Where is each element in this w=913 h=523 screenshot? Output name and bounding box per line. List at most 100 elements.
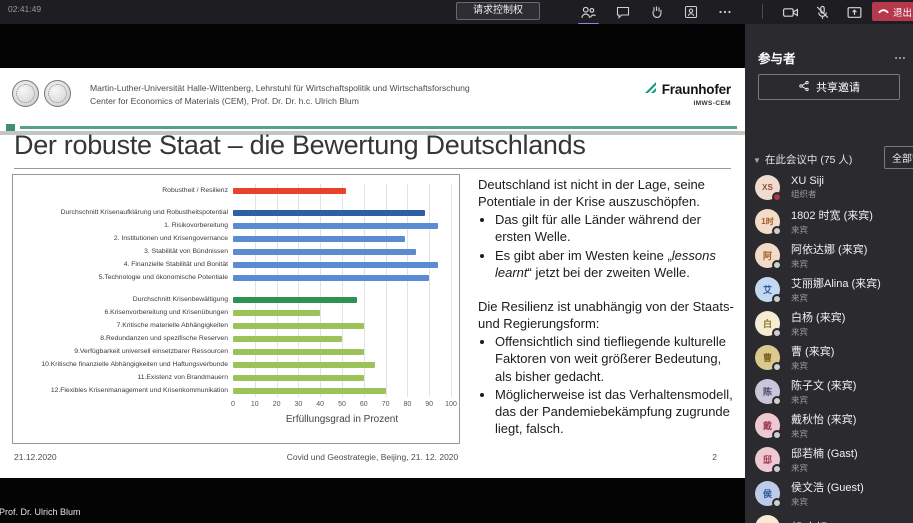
- mute-all-button[interactable]: 全部静音: [884, 146, 913, 169]
- gridline: [298, 184, 300, 397]
- panel-more-icon[interactable]: [893, 51, 907, 70]
- fraunhofer-logo: Fraunhofer IMWS-CEM: [643, 80, 731, 107]
- chart-row: Durchschnitt Krisenbewältigung: [13, 293, 459, 306]
- avatar: 白: [755, 310, 782, 338]
- participant-name: 1802 时宽 (来宾): [791, 209, 873, 222]
- x-tick-label: 20: [272, 401, 281, 408]
- avatar: 曹: [755, 344, 782, 372]
- footer-date: 21.12.2020: [14, 452, 57, 462]
- chart-category-label: 9.Verfügbarkeit universell einsetzbarer …: [74, 348, 228, 355]
- chart-category-label: 11.Existenz von Brandmauern: [137, 374, 228, 381]
- chart-row: 11.Existenz von Brandmauern: [13, 371, 459, 384]
- share-screen-icon[interactable]: [846, 4, 863, 21]
- x-tick-label: 90: [425, 401, 434, 408]
- participant-info: 白杨 (来宾) 来宾: [791, 309, 845, 338]
- chart-row: Durchschnitt Krisenaufklärung und Robust…: [13, 206, 459, 219]
- meeting-toolbar: 02:41:49 请求控制权: [0, 0, 913, 25]
- chart-category-label: Durchschnitt Krisenbewältigung: [132, 296, 228, 303]
- participant-role: 来宾: [791, 224, 809, 235]
- chart-bar-track: [233, 374, 451, 381]
- x-tick-label: 100: [445, 401, 457, 408]
- raise-hand-icon[interactable]: [648, 4, 665, 21]
- list-item[interactable]: 陈陈子文 (来宾) 来宾: [745, 374, 913, 408]
- chart-category-label: 6.Krisenvorbereitung und Krisenübungen: [104, 309, 228, 316]
- paragraph-2: Die Resilienz ist unabhängig von der Sta…: [478, 298, 734, 332]
- list-item[interactable]: 胡文胡 文轩: [745, 510, 913, 523]
- chart-bar-track: [233, 261, 451, 268]
- toolbar-divider: [762, 4, 763, 19]
- header-separator-green: [20, 126, 737, 129]
- participant-role: 来宾: [791, 428, 809, 439]
- avatar: 侯: [755, 480, 782, 508]
- participant-info: 戴秋怡 (来宾) 来宾: [791, 411, 856, 440]
- chart-bar-track: [233, 387, 451, 394]
- presenter-name-label: Prof. Dr. Ulrich Blum: [0, 507, 81, 517]
- chart-bar: [233, 209, 425, 216]
- header-separator-gray: [0, 131, 745, 135]
- camera-icon[interactable]: [782, 4, 799, 21]
- presence-badge: [772, 293, 782, 304]
- gridline: [363, 184, 365, 397]
- presence-badge: [772, 327, 782, 338]
- x-tick-label: 80: [403, 401, 412, 408]
- chart-row: 5.Technologie und ökonomische Potentiale: [13, 271, 459, 284]
- participants-icon[interactable]: [578, 4, 599, 25]
- x-tick-label: 30: [294, 401, 303, 408]
- bullet-item: Es gibt aber im Westen keine „lessons le…: [495, 247, 738, 281]
- institution-header: Martin-Luther-Universität Halle-Wittenbe…: [90, 82, 630, 109]
- participant-role: 来宾: [791, 394, 809, 405]
- chart-row: 9.Verfügbarkeit universell einsetzbarer …: [13, 345, 459, 358]
- chat-icon[interactable]: [614, 4, 631, 21]
- chart-bar: [233, 322, 364, 329]
- request-control-button[interactable]: 请求控制权: [456, 2, 540, 20]
- more-options-icon[interactable]: [716, 4, 733, 21]
- chart-bar-track: [233, 209, 451, 216]
- leave-meeting-button[interactable]: 退出: [872, 2, 913, 21]
- list-item[interactable]: 1时 1802 时宽 (来宾) 来宾: [745, 204, 913, 238]
- in-meeting-section[interactable]: ▼在此会议中 (75 人) 全部静音: [753, 146, 913, 170]
- panel-title: 参与者: [758, 52, 796, 66]
- gridline: [342, 184, 343, 397]
- institution-line1: Martin-Luther-Universität Halle-Wittenbe…: [90, 83, 470, 93]
- chart-category-label: Robustheit / Resilienz: [162, 187, 228, 194]
- presence-badge: [772, 395, 782, 406]
- chart-bar: [233, 387, 386, 394]
- breakout-rooms-icon[interactable]: [682, 4, 699, 21]
- section-label: 在此会议中 (75 人): [764, 154, 853, 166]
- list-item[interactable]: XS XU Siji 组织者: [745, 170, 913, 204]
- list-item[interactable]: 白白杨 (来宾) 来宾: [745, 306, 913, 340]
- mic-off-icon[interactable]: [814, 4, 831, 21]
- list-item[interactable]: 艾艾丽娜Alina (来宾) 来宾: [745, 272, 913, 306]
- university-seals: [12, 80, 71, 107]
- avatar: 1时: [755, 208, 782, 236]
- list-item[interactable]: 阿阿依达娜 (来宾) 来宾: [745, 238, 913, 272]
- presence-badge: [772, 361, 782, 372]
- chart-bar: [233, 296, 358, 303]
- participant-role: 来宾: [791, 360, 809, 371]
- list-item[interactable]: 邸邸若楠 (Gast) 来宾: [745, 442, 913, 476]
- chart-category-label: Durchschnitt Krisenaufklärung und Robust…: [60, 209, 228, 216]
- presentation-slide: Martin-Luther-Universität Halle-Wittenbe…: [0, 68, 745, 478]
- chart-bar: [233, 261, 438, 268]
- chart-row: 6.Krisenvorbereitung und Krisenübungen: [13, 306, 459, 319]
- chart-row: 12.Flexibles Krisenmanagement und Krisen…: [13, 384, 459, 397]
- participant-role: 组织者: [791, 188, 817, 199]
- active-tab-underline: [578, 22, 599, 25]
- chart-xticks: 0 10 20 30 40 50 60 70 80 90 100: [231, 401, 457, 410]
- chart-category-label: 1. Risikovorbereitung: [164, 222, 228, 229]
- participant-name: 戴秋怡 (来宾): [791, 413, 857, 426]
- share-invite-button[interactable]: 共享邀请: [758, 74, 900, 100]
- gridline: [320, 184, 322, 397]
- participant-role: 来宾: [791, 292, 809, 303]
- share-invite-label: 共享邀请: [816, 82, 860, 94]
- chart-category-label: 8.Redundanzen und spezifische Reserven: [100, 335, 228, 342]
- italic-phrase: lessons learnt: [495, 247, 716, 280]
- list-item[interactable]: 戴戴秋怡 (来宾) 来宾: [745, 408, 913, 442]
- list-item[interactable]: 侯侯文浩 (Guest) 来宾: [745, 476, 913, 510]
- x-tick-label: 60: [359, 401, 368, 408]
- gridline: [407, 184, 409, 397]
- participant-role: 来宾: [791, 462, 809, 473]
- slide-body-text: Deutschland ist nicht in der Lage, seine…: [478, 176, 738, 438]
- list-item[interactable]: 曹曹 (来宾) 来宾: [745, 340, 913, 374]
- x-tick-label: 10: [250, 401, 259, 408]
